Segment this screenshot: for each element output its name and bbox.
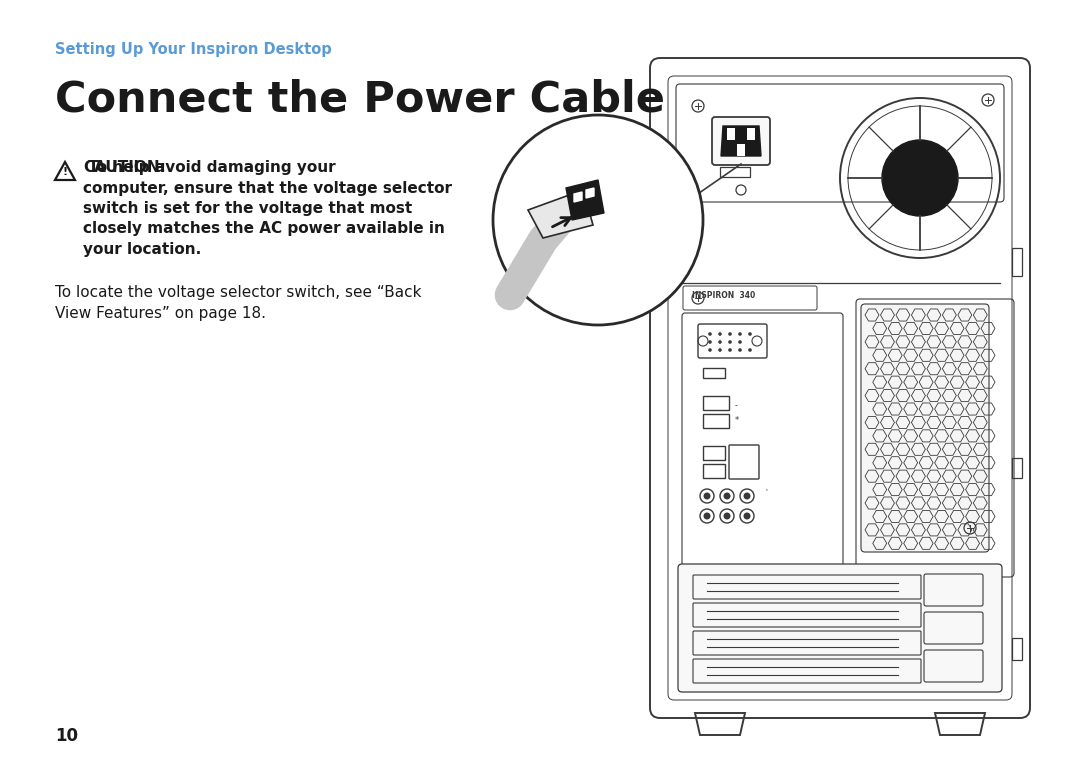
Circle shape [492, 115, 703, 325]
Polygon shape [528, 190, 593, 238]
Circle shape [708, 332, 712, 336]
Bar [1012, 638, 1022, 660]
Bar [1012, 248, 1022, 276]
Text: To help avoid damaging your: To help avoid damaging your [83, 160, 336, 175]
Text: computer, ensure that the voltage selector: computer, ensure that the voltage select… [83, 181, 453, 195]
Circle shape [718, 349, 721, 352]
Bar [737, 144, 745, 156]
FancyBboxPatch shape [678, 564, 1002, 692]
Circle shape [748, 332, 752, 336]
Text: !: ! [63, 167, 68, 177]
Text: *: * [735, 416, 739, 425]
Text: ': ' [765, 488, 767, 494]
Circle shape [703, 512, 711, 519]
Text: closely matches the AC power available in: closely matches the AC power available i… [83, 221, 445, 237]
Circle shape [718, 332, 721, 336]
Circle shape [743, 512, 751, 519]
Text: Connect the Power Cable: Connect the Power Cable [55, 78, 665, 120]
Bar [703, 368, 725, 378]
Bar [747, 128, 755, 140]
Circle shape [739, 340, 742, 344]
Bar [727, 128, 735, 140]
FancyBboxPatch shape [861, 304, 989, 552]
Text: INSPIRON  340: INSPIRON 340 [692, 291, 755, 300]
Text: -: - [735, 401, 738, 410]
Circle shape [718, 340, 721, 344]
Circle shape [728, 332, 732, 336]
Text: To locate the voltage selector switch, see “Back: To locate the voltage selector switch, s… [55, 285, 421, 300]
Bar [703, 414, 729, 428]
Circle shape [739, 349, 742, 352]
Circle shape [724, 512, 730, 519]
Text: switch is set for the voltage that most: switch is set for the voltage that most [83, 201, 413, 216]
Text: your location.: your location. [83, 242, 201, 257]
Polygon shape [573, 192, 582, 202]
Circle shape [743, 493, 751, 499]
Text: View Features” on page 18.: View Features” on page 18. [55, 306, 266, 321]
FancyBboxPatch shape [712, 117, 770, 165]
Circle shape [728, 349, 732, 352]
Polygon shape [721, 126, 761, 156]
Text: 10: 10 [55, 727, 78, 745]
Circle shape [728, 340, 732, 344]
Circle shape [748, 349, 752, 352]
Circle shape [882, 140, 958, 216]
Bar [703, 396, 729, 410]
Polygon shape [566, 180, 604, 220]
Text: Setting Up Your Inspiron Desktop: Setting Up Your Inspiron Desktop [55, 42, 332, 57]
FancyArrowPatch shape [553, 218, 570, 227]
Circle shape [708, 340, 712, 344]
Text: CAUTION:: CAUTION: [83, 160, 166, 175]
Bar [720, 167, 750, 177]
Circle shape [724, 493, 730, 499]
Circle shape [708, 349, 712, 352]
FancyBboxPatch shape [650, 58, 1030, 718]
Bar [703, 464, 725, 478]
Circle shape [703, 493, 711, 499]
Polygon shape [586, 188, 594, 198]
Bar [703, 446, 725, 460]
Bar [1012, 458, 1022, 478]
Circle shape [739, 332, 742, 336]
